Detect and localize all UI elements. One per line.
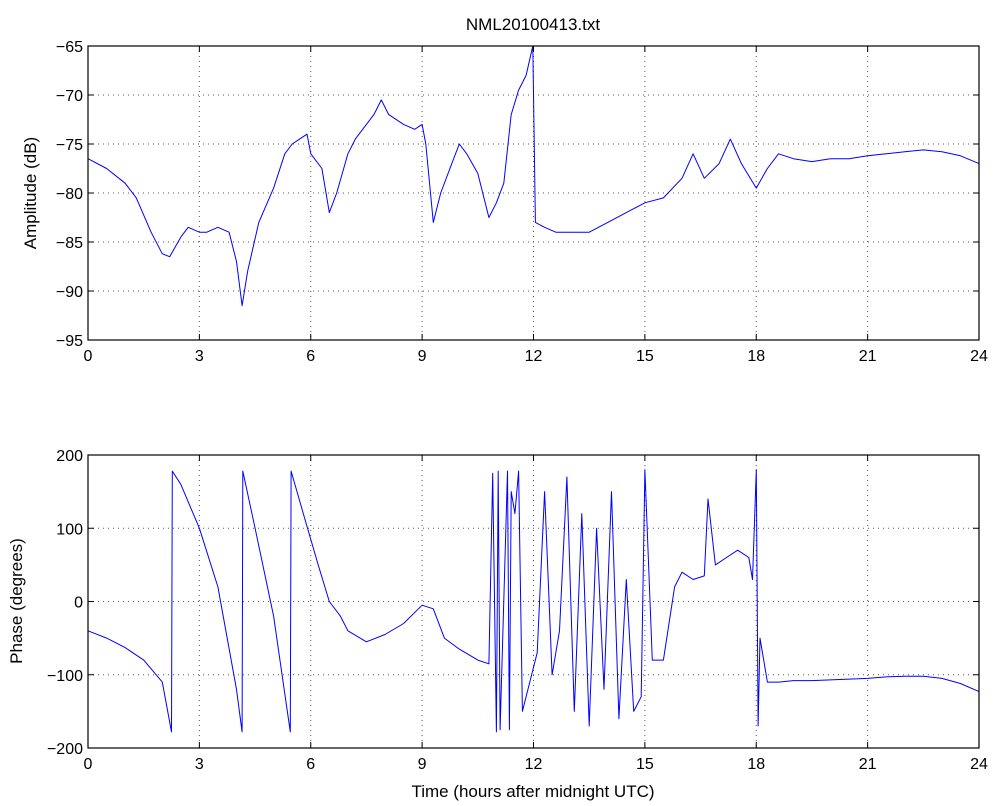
- phase-series-line: [87, 469, 980, 733]
- phase-y-tick-label: 200: [56, 448, 83, 465]
- phase-y-tick-label: −200: [47, 741, 83, 758]
- phase-x-tick-label: 6: [306, 756, 315, 773]
- chart-title: NML20100413.txt: [466, 15, 600, 34]
- amplitude-x-tick-label: 12: [525, 348, 543, 365]
- amplitude-y-tick-label: −75: [56, 137, 83, 154]
- amplitude-plot: NML20100413.txt Amplitude (dB) 0 3 6 9 12 15 1…: [21, 15, 988, 365]
- amplitude-y-axis-label: Amplitude (dB): [21, 137, 40, 249]
- amplitude-x-tick-label: 24: [970, 348, 988, 365]
- phase-x-tick-label: 15: [636, 756, 654, 773]
- x-axis-label: Time (hours after midnight UTC): [411, 782, 654, 801]
- phase-x-tick-label: 24: [970, 756, 988, 773]
- phase-x-tick-label: 21: [859, 756, 877, 773]
- phase-x-tick-label: 12: [525, 756, 543, 773]
- amplitude-x-tick-label: 0: [84, 348, 93, 365]
- amplitude-y-tick-label: −65: [56, 39, 83, 56]
- phase-plot: Time (hours after midnight UTC) Phase (d…: [7, 448, 988, 801]
- phase-x-tick-label: 9: [418, 756, 427, 773]
- phase-y-axis-label: Phase (degrees): [7, 538, 26, 664]
- phase-x-tick-label: 3: [195, 756, 204, 773]
- phase-x-tick-label: 18: [747, 756, 765, 773]
- phase-y-tick-label: −100: [47, 668, 83, 685]
- amplitude-x-tick-label: 3: [195, 348, 204, 365]
- amplitude-y-tick-label: −80: [56, 186, 83, 203]
- amplitude-x-tick-label: 9: [418, 348, 427, 365]
- phase-y-tick-label: 100: [56, 521, 83, 538]
- amplitude-x-tick-label: 6: [306, 348, 315, 365]
- amplitude-y-tick-label: −85: [56, 235, 83, 252]
- amplitude-x-tick-label: 21: [859, 348, 877, 365]
- amplitude-y-tick-label: −95: [56, 333, 83, 350]
- phase-x-tick-label: 0: [84, 756, 93, 773]
- amplitude-x-tick-label: 15: [636, 348, 654, 365]
- amplitude-series-line: [87, 45, 980, 307]
- amplitude-y-tick-label: −90: [56, 284, 83, 301]
- amplitude-x-tick-label: 18: [747, 348, 765, 365]
- amplitude-y-tick-label: −70: [56, 88, 83, 105]
- phase-y-tick-label: 0: [74, 595, 83, 612]
